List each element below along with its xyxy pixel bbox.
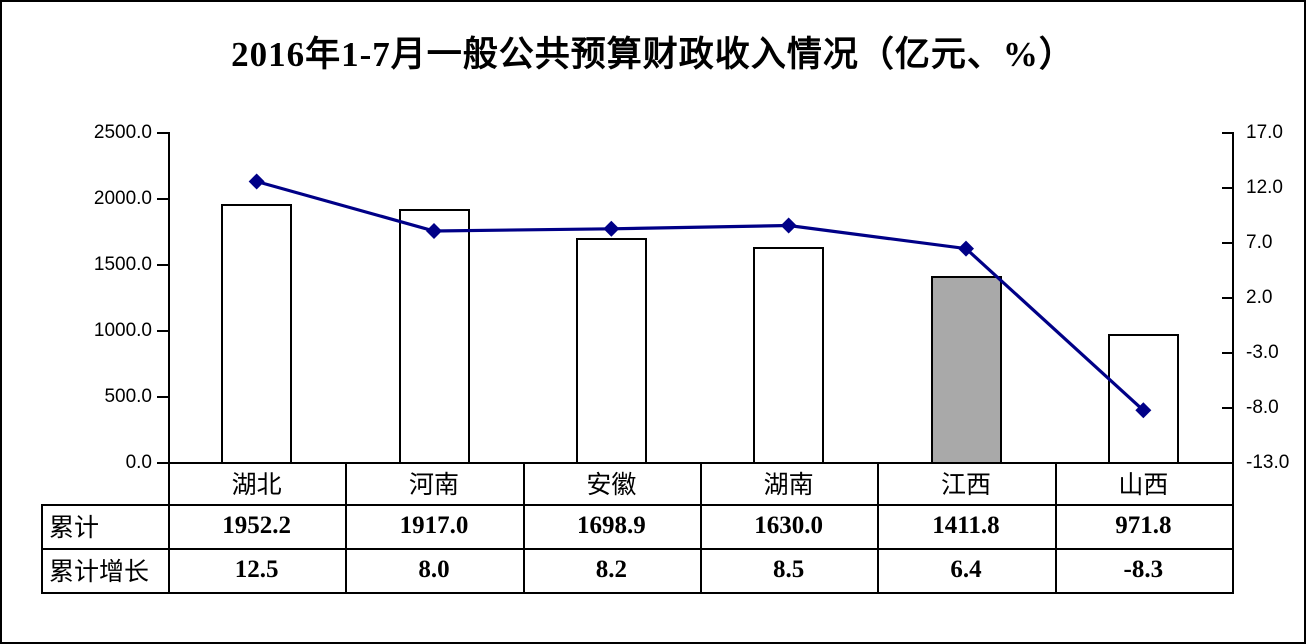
table-value: 1917.0 <box>399 512 469 539</box>
bar-安徽 <box>575 237 647 464</box>
table-value: 1411.8 <box>932 512 1000 539</box>
table-value: -8.3 <box>1123 556 1164 583</box>
table-value: 1630.0 <box>754 512 824 539</box>
left-axis-tick <box>157 330 168 332</box>
diamond-marker <box>780 217 797 234</box>
chart-title: 2016年1-7月一般公共预算财政收入情况（亿元、%） <box>231 35 1075 74</box>
table-value: 1698.9 <box>576 512 646 539</box>
table-value: 8.5 <box>773 556 805 583</box>
bar-江西 <box>930 275 1002 464</box>
growth-line <box>256 179 1145 412</box>
table-border <box>700 462 702 592</box>
table-border <box>41 592 1234 594</box>
table-border <box>41 548 1234 550</box>
table-value: 971.8 <box>1115 512 1172 539</box>
right-axis-tick-label: 7.0 <box>1246 232 1273 253</box>
table-border <box>523 462 525 592</box>
right-axis-tick-label: 12.0 <box>1246 177 1283 198</box>
left-axis-tick <box>157 264 168 266</box>
table-value: 12.5 <box>234 556 279 583</box>
left-axis-tick-label: 1000.0 <box>93 320 152 341</box>
left-axis-tick-label: 500.0 <box>104 386 152 407</box>
bar-湖南 <box>753 246 825 464</box>
table-border <box>1055 462 1057 592</box>
right-axis-tick-label: 2.0 <box>1246 287 1273 308</box>
right-axis-tick-label: -3.0 <box>1246 342 1279 363</box>
right-axis-tick <box>1222 352 1232 354</box>
left-axis-tick <box>157 198 168 200</box>
table-border <box>41 504 43 594</box>
left-axis-tick-label: 2000.0 <box>93 188 152 209</box>
diamond-marker <box>603 220 620 237</box>
category-label: 河南 <box>408 472 459 499</box>
left-axis-tick-label: 0.0 <box>125 452 152 473</box>
table-row-header: 累计 <box>49 515 100 542</box>
right-axis-tick <box>1222 187 1232 189</box>
category-label: 安徽 <box>586 472 637 499</box>
category-label: 山西 <box>1118 472 1169 499</box>
table-value: 8.0 <box>418 556 450 583</box>
left-axis-tick-label: 1500.0 <box>93 254 152 275</box>
bar-河南 <box>398 208 470 464</box>
right-axis-tick <box>1222 297 1232 299</box>
right-axis-tick-label: 17.0 <box>1246 122 1283 143</box>
right-axis-tick <box>1222 132 1232 134</box>
diamond-marker <box>248 173 265 190</box>
diamond-marker <box>958 240 974 257</box>
left-axis-tick <box>157 132 168 134</box>
table-border <box>41 504 1234 506</box>
table-border <box>877 462 879 592</box>
right-axis-tick-label: -13.0 <box>1246 452 1290 473</box>
left-axis-line <box>168 132 170 594</box>
bar-山西 <box>1107 333 1179 464</box>
right-axis-tick <box>1222 407 1232 409</box>
right-axis-tick <box>1222 242 1232 244</box>
table-row-header: 累计增长 <box>49 559 150 586</box>
category-label: 江西 <box>940 472 991 499</box>
left-axis-tick <box>157 396 168 398</box>
right-axis-tick-label: -8.0 <box>1246 397 1279 418</box>
table-value: 6.4 <box>950 556 982 583</box>
table-value: 1952.2 <box>222 512 292 539</box>
category-label: 湖南 <box>763 472 814 499</box>
right-axis-line <box>1232 132 1234 594</box>
left-axis-tick-label: 2500.0 <box>93 122 152 143</box>
table-border <box>345 462 347 592</box>
category-label: 湖北 <box>231 472 282 499</box>
right-axis-tick <box>1222 462 1232 464</box>
bar-湖北 <box>221 204 293 464</box>
table-value: 8.2 <box>595 556 627 583</box>
left-axis-tick <box>157 462 168 464</box>
